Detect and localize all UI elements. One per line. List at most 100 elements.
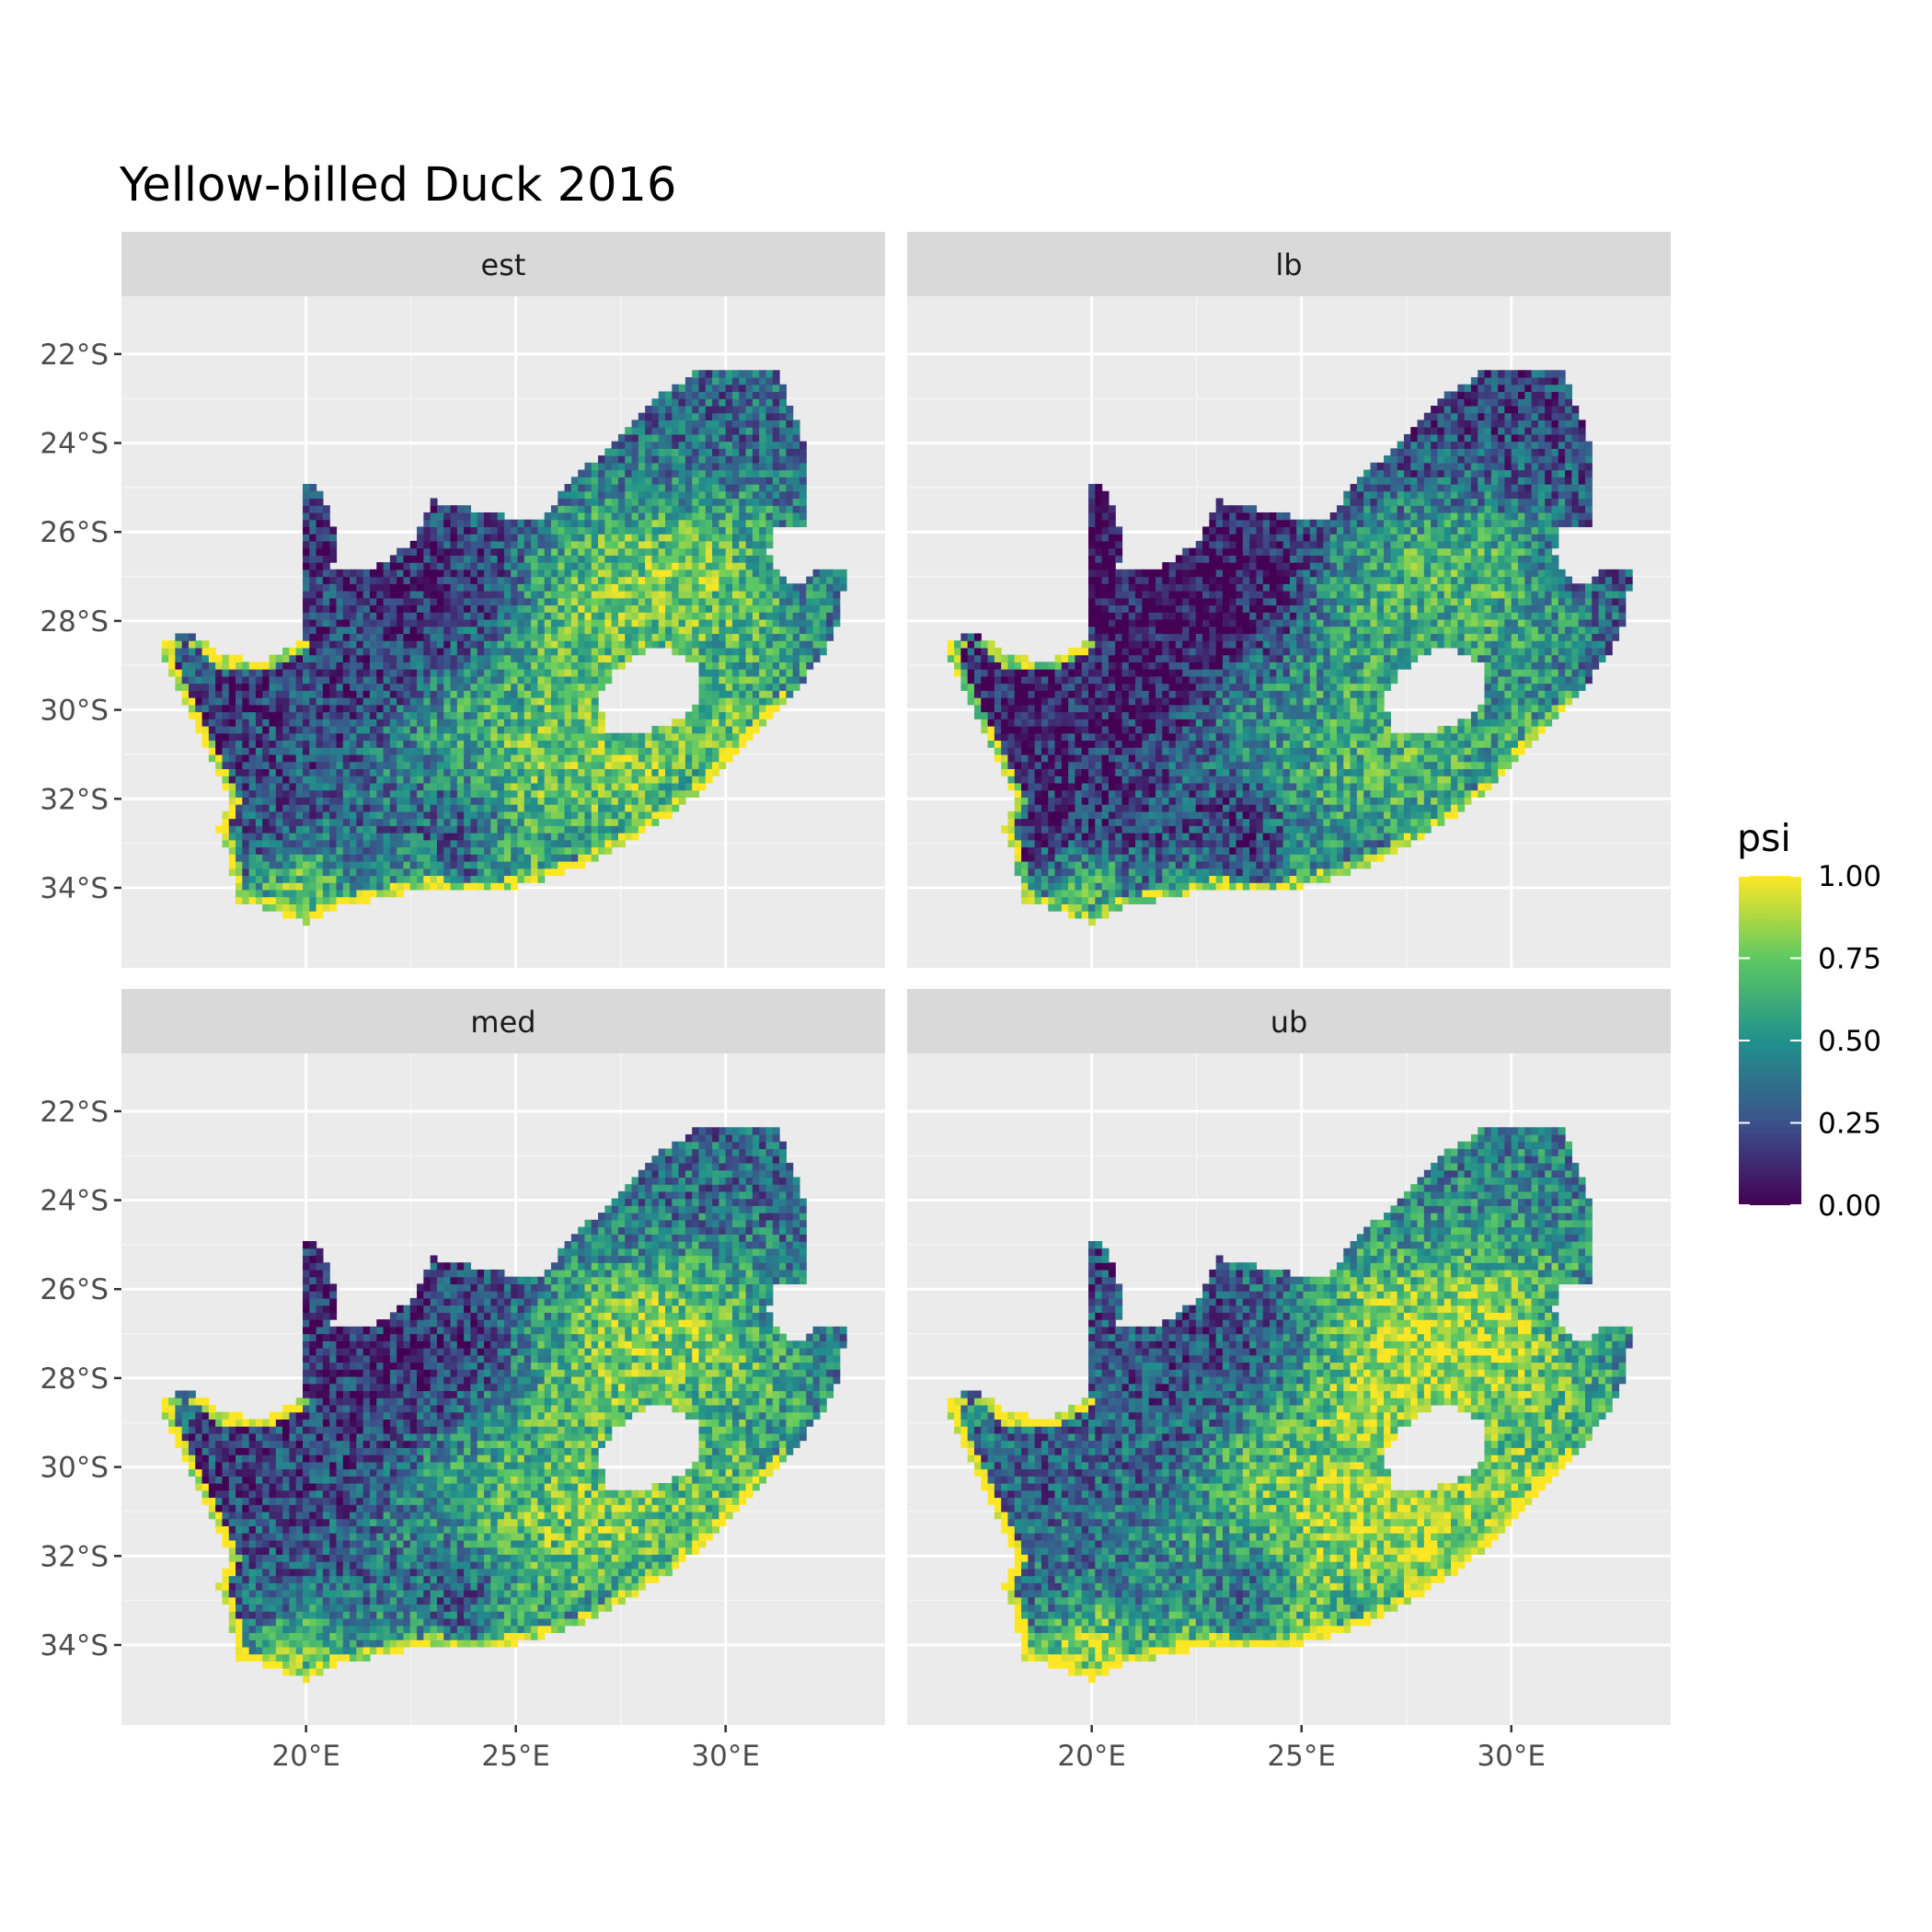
raster-cell <box>617 782 626 791</box>
raster-cell <box>303 591 310 599</box>
raster-cell <box>570 591 579 599</box>
raster-cell <box>678 726 686 734</box>
raster-cell <box>403 818 411 826</box>
raster-cell <box>228 776 236 784</box>
raster-cell <box>1028 789 1036 798</box>
raster-cell <box>497 534 505 542</box>
raster-cell <box>503 534 512 542</box>
raster-cell <box>275 726 283 734</box>
raster-cell <box>578 654 586 662</box>
raster-cell <box>490 704 499 713</box>
raster-cell <box>523 833 532 841</box>
raster-cell <box>1061 740 1069 748</box>
raster-cell <box>369 711 377 719</box>
raster-cell <box>779 675 787 684</box>
raster-cell <box>672 782 680 791</box>
raster-cell <box>765 562 774 570</box>
raster-cell <box>1054 704 1063 713</box>
raster-cell <box>812 618 821 627</box>
raster-cell <box>228 661 236 670</box>
raster-cell <box>712 412 720 420</box>
raster-cell <box>511 647 519 656</box>
raster-cell <box>684 761 693 770</box>
raster-cell <box>719 726 727 734</box>
raster-cell <box>1048 860 1056 869</box>
raster-cell <box>658 433 666 443</box>
raster-cell <box>645 505 653 513</box>
raster-cell <box>350 719 357 727</box>
raster-cell <box>625 441 633 449</box>
raster-cell <box>215 669 224 677</box>
raster-cell <box>356 839 364 848</box>
raster-cell <box>1075 761 1083 770</box>
raster-cell <box>342 797 351 805</box>
raster-cell <box>417 768 424 776</box>
raster-cell <box>523 711 532 719</box>
raster-cell <box>631 583 639 592</box>
raster-cell <box>973 669 982 677</box>
raster-cell <box>523 789 532 798</box>
raster-cell <box>658 562 666 570</box>
raster-cell <box>490 846 499 855</box>
raster-cell <box>336 825 344 834</box>
raster-cell <box>477 868 485 877</box>
raster-cell <box>578 490 586 500</box>
raster-cell <box>578 753 586 763</box>
raster-cell <box>564 618 572 627</box>
raster-cell <box>336 768 344 776</box>
raster-cell <box>531 811 538 820</box>
raster-cell <box>517 797 525 805</box>
raster-cell <box>409 726 418 734</box>
raster-cell <box>356 882 364 891</box>
raster-cell <box>397 860 405 869</box>
raster-cell <box>779 591 787 599</box>
raster-cell <box>376 825 385 834</box>
raster-cell <box>591 618 599 627</box>
raster-cell <box>725 391 733 399</box>
raster-cell <box>430 683 438 691</box>
raster-cell <box>678 477 686 485</box>
raster-cell <box>684 534 693 542</box>
raster-cell <box>705 576 713 584</box>
raster-cell <box>665 498 673 506</box>
raster-cell <box>651 562 660 570</box>
raster-cell <box>719 405 727 414</box>
raster-cell <box>303 860 310 869</box>
raster-cell <box>725 576 733 584</box>
raster-cell <box>356 782 364 791</box>
raster-cell <box>523 576 532 584</box>
raster-cell <box>1088 612 1096 620</box>
raster-cell <box>1054 732 1063 742</box>
raster-cell <box>397 711 405 719</box>
raster-cell <box>537 797 546 805</box>
raster-cell <box>658 555 666 563</box>
raster-cell <box>464 633 472 641</box>
raster-cell <box>705 747 713 755</box>
raster-cell <box>497 690 505 698</box>
raster-cell <box>511 534 519 542</box>
raster-cell <box>625 825 633 834</box>
raster-cell <box>477 747 485 755</box>
raster-cell <box>705 604 713 613</box>
raster-cell <box>464 604 472 613</box>
raster-cell <box>550 839 558 848</box>
raster-cell <box>350 740 357 748</box>
raster-cell <box>336 839 344 848</box>
raster-cell <box>732 719 740 727</box>
raster-cell <box>201 654 210 662</box>
raster-cell <box>215 747 224 755</box>
raster-cell <box>591 469 599 477</box>
raster-cell <box>745 455 753 464</box>
raster-cell <box>725 519 733 528</box>
raster-cell <box>558 711 566 719</box>
raster-cell <box>759 469 767 477</box>
raster-cell <box>295 868 304 877</box>
raster-cell <box>725 661 733 670</box>
raster-cell <box>692 490 700 500</box>
raster-cell <box>604 462 613 471</box>
raster-cell <box>725 540 733 549</box>
raster-cell <box>692 569 700 578</box>
raster-cell <box>692 384 700 393</box>
raster-cell <box>1034 683 1042 691</box>
raster-cell <box>484 711 491 719</box>
